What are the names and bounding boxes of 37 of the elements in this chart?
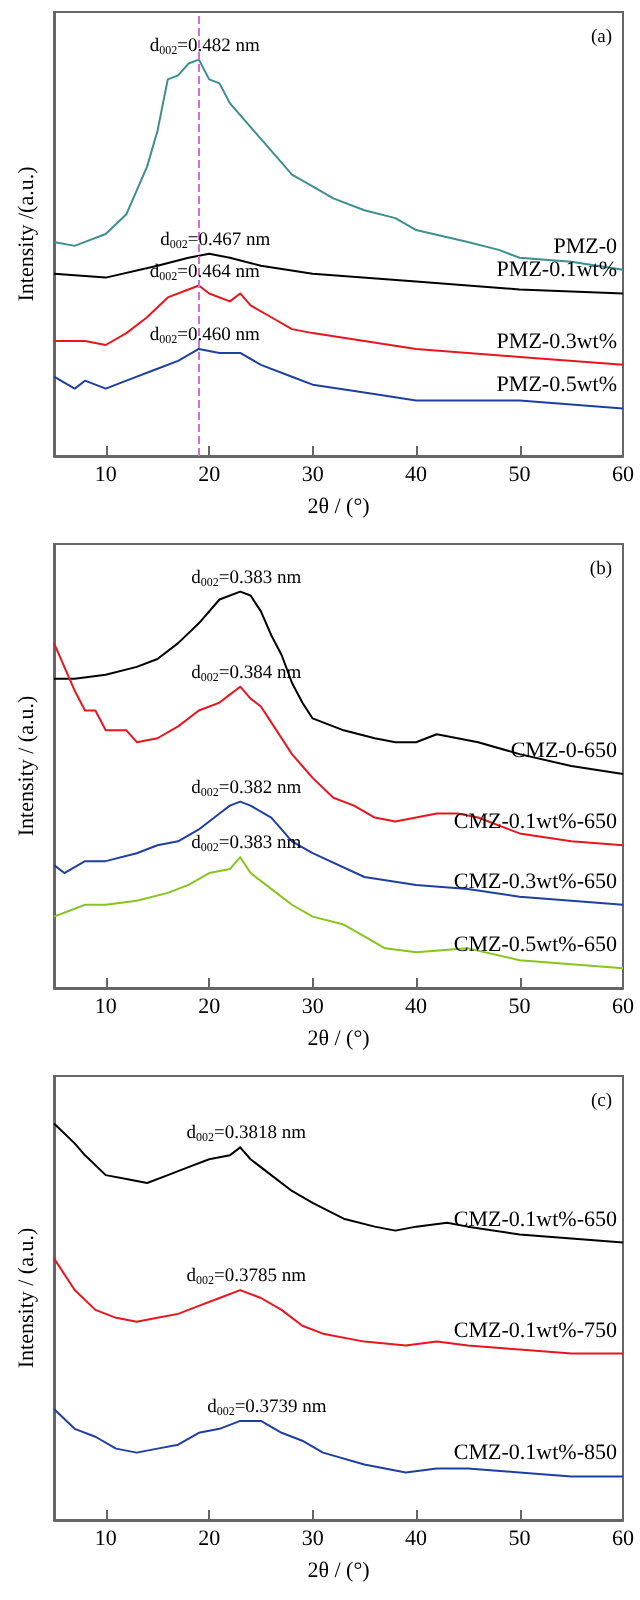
- series-label: PMZ-0: [553, 234, 618, 259]
- x-tick-label: 30: [301, 1527, 325, 1551]
- x-tick-label: 10: [94, 463, 118, 487]
- series-label: CMZ-0.5wt%-650: [453, 933, 618, 958]
- y-axis-title: Intensity / (a.u.): [15, 695, 39, 837]
- x-tick-label: 20: [198, 995, 222, 1019]
- text: (c): [590, 1092, 613, 1112]
- x-tick-label: 10: [94, 995, 118, 1019]
- series-label: PMZ-0.1wt%: [496, 258, 617, 283]
- x-tick-label: 60: [612, 463, 635, 487]
- x-tick-label: 20: [198, 463, 222, 487]
- text: (b): [589, 560, 612, 580]
- y-axis-title: Intensity / (a.u.): [15, 1227, 39, 1369]
- text: (a): [590, 28, 613, 48]
- series-label: CMZ-0.1wt%-650: [453, 1207, 618, 1232]
- x-tick-label: 60: [612, 1527, 635, 1551]
- series-label: CMZ-0.1wt%-750: [453, 1318, 618, 1343]
- x-tick-label: 50: [508, 995, 532, 1019]
- x-tick-label: 10: [94, 1527, 118, 1551]
- series-label: CMZ-0.1wt%-850: [453, 1441, 618, 1466]
- series-label: CMZ-0.3wt%-650: [453, 869, 618, 894]
- series-label: PMZ-0.3wt%: [496, 329, 617, 354]
- y-axis-title: Intensity /(a.u.): [15, 165, 39, 302]
- x-tick-label: 40: [405, 463, 429, 487]
- series-label: CMZ-0-650: [510, 738, 618, 763]
- series-label: PMZ-0.5wt%: [496, 373, 617, 398]
- x-tick-label: 50: [508, 463, 532, 487]
- x-tick-label: 40: [405, 1527, 429, 1551]
- x-tick-label: 20: [198, 1527, 222, 1551]
- x-tick-label: 40: [405, 995, 429, 1019]
- x-axis-title: 2θ / (°): [307, 1559, 371, 1583]
- x-tick-label: 60: [612, 995, 635, 1019]
- x-tick-label: 30: [301, 463, 325, 487]
- x-tick-label: 30: [301, 995, 325, 1019]
- x-axis-title: 2θ / (°): [307, 1027, 371, 1051]
- x-axis-title: 2θ / (°): [307, 495, 371, 519]
- x-tick-label: 50: [508, 1527, 532, 1551]
